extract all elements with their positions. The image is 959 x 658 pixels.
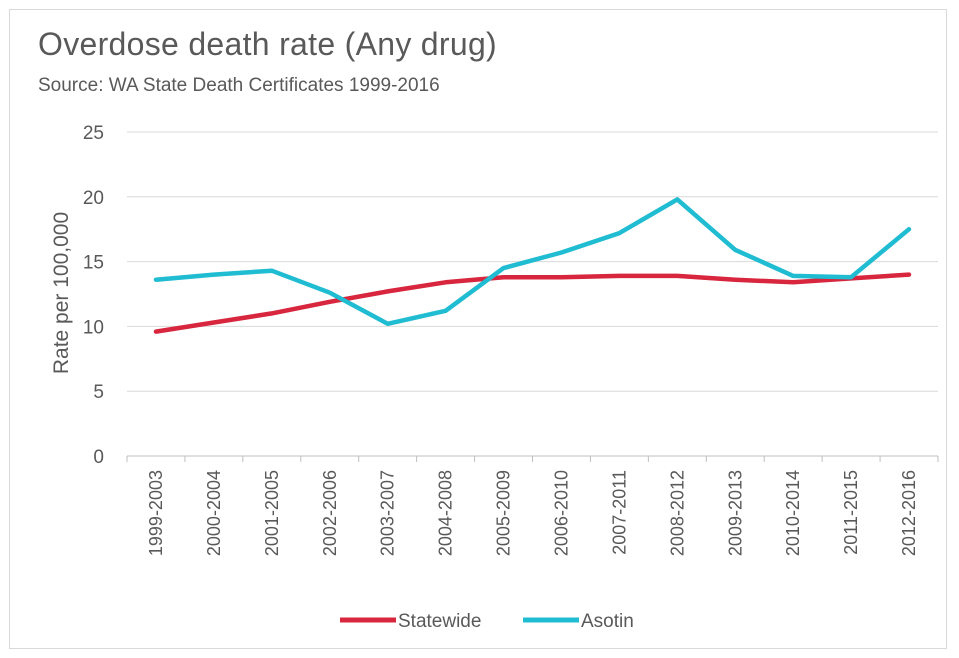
- y-tick-label: 20: [83, 188, 104, 209]
- legend: Statewide Asotin: [340, 611, 634, 632]
- y-axis-label: Rate per 100,000: [50, 212, 73, 374]
- x-tick-label: 1999-2003: [146, 470, 166, 556]
- y-tick-label: 0: [93, 447, 104, 468]
- y-tick-label: 25: [83, 123, 104, 144]
- series-line-asotin: [153, 197, 912, 327]
- chart-title: Overdose death rate (Any drug): [38, 26, 498, 62]
- gridlines: [127, 131, 938, 392]
- x-tick-label: 2011-2015: [841, 470, 861, 555]
- x-tick-label: 2000-2004: [204, 470, 224, 556]
- x-tick-label: 2001-2005: [262, 470, 282, 556]
- legend-label: Statewide: [398, 611, 481, 632]
- legend-label: Asotin: [581, 611, 634, 632]
- y-tick-label: 5: [93, 382, 104, 403]
- x-tick-label: 2012-2016: [899, 470, 919, 556]
- x-tick-label: 2008-2012: [667, 470, 687, 556]
- x-tick-label: 2010-2014: [783, 470, 803, 556]
- y-tick-labels: 0 5 10 15 20 25: [83, 123, 104, 468]
- x-tick-label: 2003-2007: [378, 470, 398, 556]
- x-tick-label: 2006-2010: [551, 470, 571, 556]
- x-tick-label: 2007-2011: [609, 470, 629, 555]
- y-tick-label: 15: [83, 253, 104, 274]
- x-tick-label: 2004-2008: [436, 470, 456, 556]
- x-tick-labels: 1999-2003 2000-2004 2001-2005 2002-2006 2003…: [146, 470, 919, 556]
- y-tick-label: 10: [83, 317, 104, 338]
- x-tick-label: 2002-2006: [320, 470, 340, 556]
- x-tick-label: 2005-2009: [494, 470, 514, 556]
- chart-subtitle: Source: WA State Death Certificates 1999…: [38, 75, 440, 96]
- x-axis: [126, 455, 939, 462]
- series-line-statewide: [153, 272, 912, 334]
- x-tick-label: 2009-2013: [725, 470, 745, 556]
- series-lines: [153, 197, 912, 334]
